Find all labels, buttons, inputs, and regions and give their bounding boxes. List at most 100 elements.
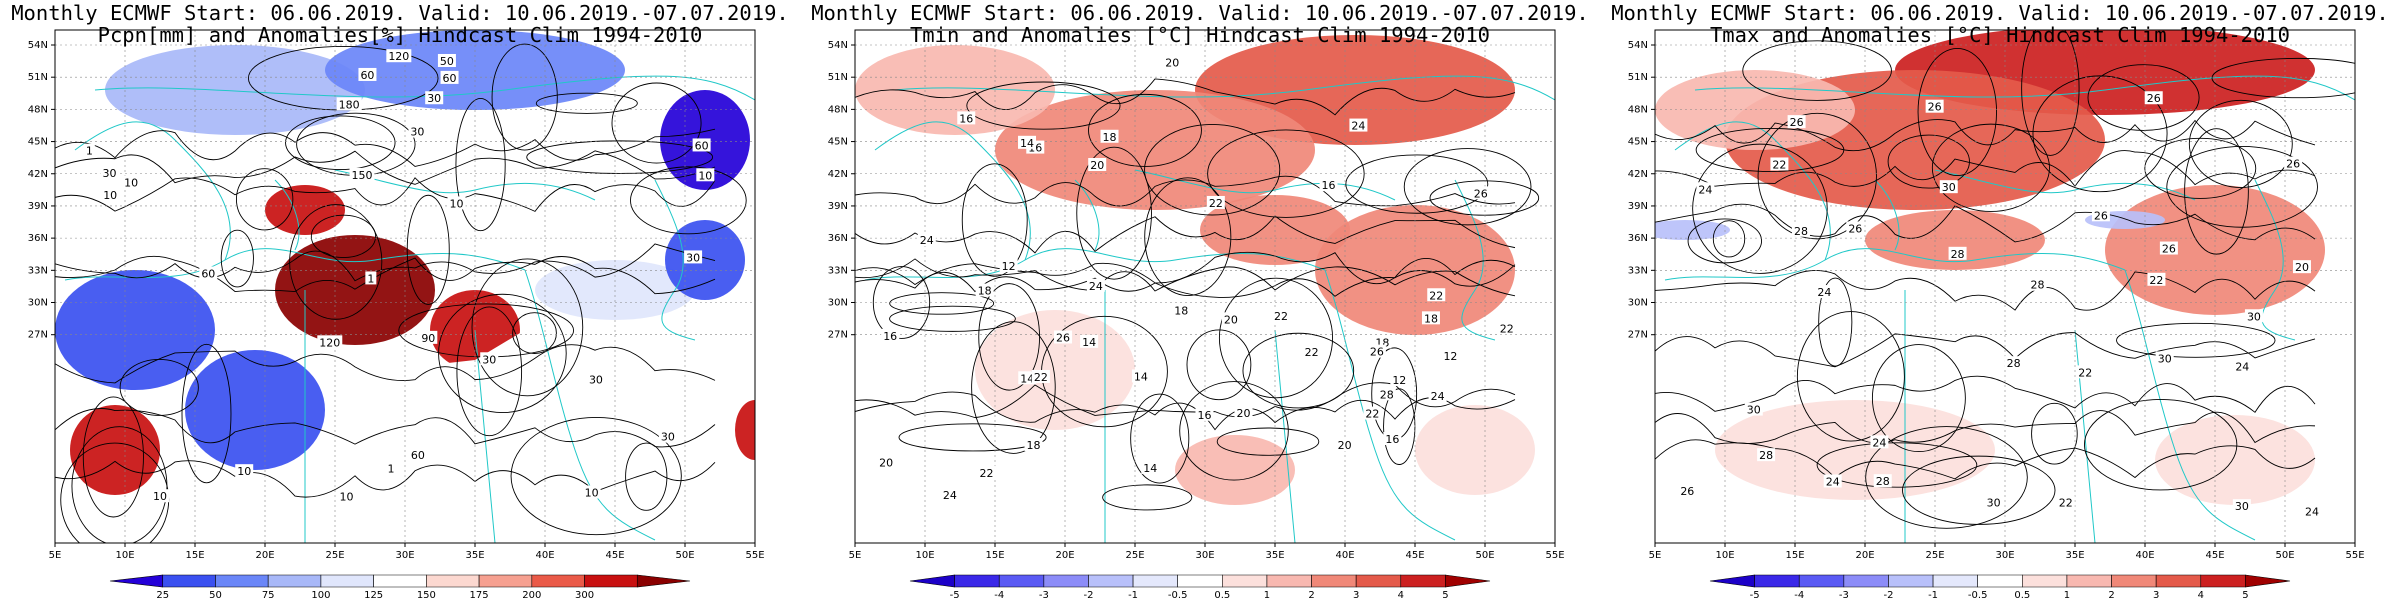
contour-label: 24 [2235, 360, 2249, 373]
contour-label: 26 [1848, 222, 1862, 235]
colorbar-label: 0.5 [2014, 590, 2030, 600]
latitude-label: 45N [828, 137, 848, 148]
contour-line [220, 229, 254, 288]
contour-label-bg [999, 259, 1018, 273]
colorbar-swatch [1266, 574, 1312, 588]
contour-label-bg [658, 429, 677, 443]
contour-line [181, 343, 232, 484]
contour-line [55, 255, 716, 295]
colorbar-swatch [2066, 574, 2112, 588]
longitude-label: 20E [1855, 550, 1874, 561]
coastline [1674, 121, 1831, 261]
longitude-label: 10E [115, 550, 134, 561]
contour-label: 20 [1090, 159, 1104, 172]
anomaly-region [265, 185, 345, 235]
contour-label-bg [917, 233, 936, 247]
latitude-label: 42N [1628, 169, 1648, 180]
longitude-label: 30E [395, 550, 414, 561]
latitude-label: 30N [28, 298, 48, 309]
contour-label-bg [1080, 334, 1099, 348]
colorbar-label: 5 [1442, 590, 1448, 600]
contour-line [2211, 57, 2355, 99]
contour-label: 60 [201, 267, 215, 280]
contour-label: 30 [2247, 310, 2261, 323]
contour-label-bg [1234, 405, 1253, 419]
contour-label: 24 [1872, 436, 1886, 449]
anomaly-region [855, 45, 1055, 135]
contour-label-bg [1497, 321, 1516, 335]
map-title-line2: Tmin and Anomalies [°C] Hindcast Clim 19… [909, 23, 1491, 47]
contour-label: 22 [1500, 322, 1514, 335]
contour-label: 14 [1020, 372, 1034, 385]
coastline [1324, 269, 1456, 541]
contour-line [2144, 137, 2257, 199]
contour-label: 30 [589, 374, 603, 387]
contour-label-bg [358, 67, 377, 81]
anomaly-region [1655, 220, 1730, 240]
contour-line [1242, 332, 1355, 409]
contour-label-bg [1815, 285, 1834, 299]
contour-line [1917, 48, 1998, 177]
contour-label-bg [408, 447, 427, 461]
contour-line [630, 166, 747, 235]
contour-label-bg [2302, 504, 2321, 518]
contour-line [2188, 99, 2293, 188]
coastline [474, 329, 496, 543]
contour-label: 30 [1747, 404, 1761, 417]
contour-label: 14 [1020, 137, 1034, 150]
contour-label-bg [696, 168, 715, 182]
contour-label: 12 [1002, 260, 1016, 273]
colorbar-swatch [1445, 574, 1491, 588]
contour-label: 26 [1056, 331, 1070, 344]
contour-label-bg [1757, 448, 1776, 462]
colorbar-label: 3 [1353, 590, 1359, 600]
contour-label: 30 [1987, 496, 2001, 509]
contour-label-bg [365, 271, 377, 285]
contour-label-bg [336, 97, 362, 111]
contour-label-bg [957, 111, 976, 125]
latitude-label: 30N [828, 298, 848, 309]
contour-line [855, 382, 1516, 419]
colorbar-label: -0.5 [1168, 590, 1188, 600]
contour-label: 26 [2286, 158, 2300, 171]
contour-line [625, 442, 668, 511]
contour-label-bg [1141, 461, 1160, 475]
latitude-label: 51N [828, 72, 848, 83]
contour-label: 24 [943, 489, 957, 502]
contour-label-bg [408, 124, 427, 138]
contour-label-bg [425, 91, 444, 105]
latitude-label: 27N [1628, 330, 1648, 341]
longitude-label: 15E [185, 550, 204, 561]
colorbar-label: 50 [209, 590, 222, 600]
contour-label-bg [419, 330, 438, 344]
contour-label: 14 [1143, 462, 1157, 475]
contour-label: 26 [1474, 187, 1488, 200]
contour-line [55, 150, 716, 185]
contour-label-bg [1018, 135, 1037, 149]
contour-line [889, 305, 1016, 332]
contour-line [1655, 270, 2316, 311]
colorbar-swatch [636, 574, 691, 588]
contour-line [1871, 344, 1966, 453]
latitude-label: 48N [1628, 104, 1648, 115]
contour-line [55, 408, 716, 448]
colorbar-swatch [1177, 574, 1223, 588]
contour-label: 20 [1237, 407, 1251, 420]
longitude-label: 40E [1335, 550, 1354, 561]
colorbar-label: 5 [2242, 590, 2248, 600]
colorbar-swatch [2155, 574, 2202, 588]
contour-line [55, 344, 716, 384]
colorbar-swatch [373, 574, 427, 588]
contour-label: 24 [1431, 390, 1445, 403]
longitude-label: 15E [1785, 550, 1804, 561]
contour-label: 22 [979, 467, 993, 480]
contour-label: 30 [410, 126, 424, 139]
contour-label-bg [1206, 195, 1225, 209]
colorbar-swatch [215, 574, 269, 588]
contour-label-bg [1131, 369, 1150, 383]
contour-label: 24 [1089, 280, 1103, 293]
contour-line [889, 292, 995, 315]
contour-label: 26 [1680, 485, 1694, 498]
